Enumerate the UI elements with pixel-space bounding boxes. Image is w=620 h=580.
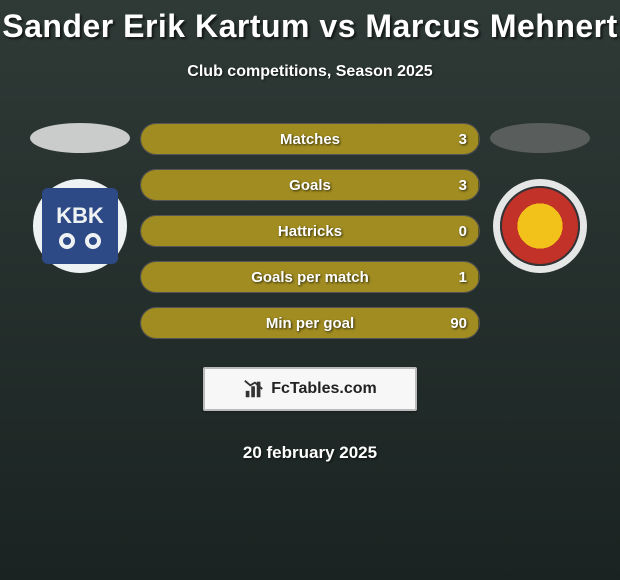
stat-right-value: 3 [459,177,467,194]
club-crest-left: KBK [33,179,127,273]
stat-label: Goals per match [251,269,369,286]
player-right-column [480,123,600,273]
stats-column: Matches 3 Goals 3 Hattricks 0 Goals per … [140,123,480,463]
date-label: 20 february 2025 [243,443,377,463]
stat-right-value: 90 [450,315,467,332]
stat-right-value: 0 [459,223,467,240]
stat-label: Hattricks [278,223,342,240]
stat-row-hattricks: Hattricks 0 [140,215,480,247]
club-crest-right-inner [500,186,580,266]
stat-label: Goals [289,177,331,194]
brand-link[interactable]: FcTables.com [203,367,417,411]
club-crest-left-inner: KBK [42,188,118,264]
stat-right-value: 3 [459,131,467,148]
stat-label: Min per goal [266,315,354,332]
stat-row-matches: Matches 3 [140,123,480,155]
player-left-column: KBK [20,123,140,273]
subtitle: Club competitions, Season 2025 [0,63,620,81]
club-crest-left-text: KBK [56,203,104,229]
brand-text: FcTables.com [271,380,377,398]
comparison-card: Sander Erik Kartum vs Marcus Mehnert Clu… [0,0,620,580]
stat-row-goals-per-match: Goals per match 1 [140,261,480,293]
stat-row-goals: Goals 3 [140,169,480,201]
owl-eyes-icon [59,233,101,249]
stat-row-min-per-goal: Min per goal 90 [140,307,480,339]
stat-right-value: 1 [459,269,467,286]
stat-label: Matches [280,131,340,148]
content-row: KBK Matches 3 Goals 3 [0,123,620,463]
player-right-silhouette [490,123,590,153]
page-title: Sander Erik Kartum vs Marcus Mehnert [0,8,620,45]
club-crest-right [493,179,587,273]
player-left-silhouette [30,123,130,153]
bar-chart-icon [243,378,265,400]
